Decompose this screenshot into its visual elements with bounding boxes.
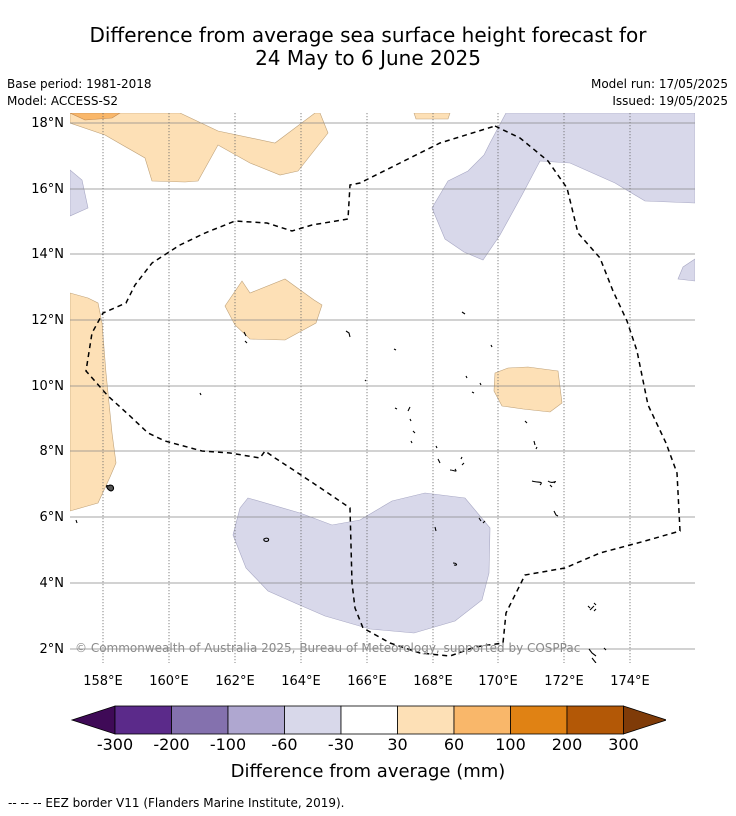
colorbar-segment — [510, 705, 568, 735]
lat-label: 8°N — [39, 444, 65, 459]
lon-label: 168°E — [413, 674, 453, 689]
colorbar-tick-label: 200 — [551, 735, 583, 754]
forecast-map — [70, 113, 695, 663]
anomaly-negative-northeast — [431, 113, 695, 261]
anomaly-positive-center-west — [224, 278, 323, 341]
anomaly-positive-north — [70, 113, 329, 183]
colorbar-tick-label: 300 — [608, 735, 639, 754]
lon-label: 170°E — [478, 674, 518, 689]
base-period: Base period: 1981-2018 — [7, 77, 152, 91]
colorbar-segment — [397, 705, 455, 735]
colorbar-tick-label: 30 — [387, 735, 408, 754]
colorbar-tick-label: -300 — [96, 735, 134, 754]
anomaly-positive-north-strong — [70, 113, 121, 121]
model-run: Model run: 17/05/2025 — [590, 77, 728, 91]
anomaly-positive-top-small — [413, 113, 451, 120]
lat-label: 16°N — [31, 182, 64, 197]
colorbar-segment — [453, 705, 511, 735]
lon-label: 158°E — [83, 674, 123, 689]
lat-label: 18°N — [31, 116, 64, 131]
anomaly-positive-west-edge — [70, 292, 117, 512]
colorbar — [70, 705, 666, 735]
lon-label: 160°E — [149, 674, 189, 689]
anomaly-negative-east-small — [677, 258, 695, 282]
chart-title-line1: Difference from average sea surface heig… — [89, 23, 647, 47]
lat-label: 12°N — [31, 313, 64, 328]
lon-label: 162°E — [215, 674, 255, 689]
eez-footnote: -- -- -- EEZ border V11 (Flanders Marine… — [8, 796, 345, 810]
islands — [75, 311, 607, 663]
colorbar-tick-label: -200 — [153, 735, 190, 754]
colorbar-tick-label: 60 — [443, 735, 465, 754]
issued-date: Issued: 19/05/2025 — [612, 94, 728, 108]
lon-label: 174°E — [610, 674, 650, 689]
colorbar-tick-label: 100 — [495, 735, 526, 754]
colorbar-tick-label: -60 — [271, 735, 298, 754]
lat-label: 2°N — [39, 642, 65, 657]
lat-label: 6°N — [39, 510, 65, 525]
colorbar-tick-label: -100 — [209, 735, 247, 754]
colorbar-extend-max — [623, 705, 666, 735]
lon-label: 164°E — [281, 674, 321, 689]
model-name: Model: ACCESS-S2 — [7, 94, 119, 108]
eez-border — [85, 125, 681, 657]
lon-label: 166°E — [347, 674, 387, 689]
colorbar-extend-min — [70, 705, 116, 735]
colorbar-title: Difference from average (mm) — [230, 761, 506, 782]
lat-label: 4°N — [39, 576, 65, 591]
lon-label: 172°E — [544, 674, 584, 689]
anomaly-negative-west-small — [70, 169, 89, 217]
colorbar-segment — [171, 705, 229, 735]
anomaly-positive-east — [493, 366, 563, 413]
chart-title-line2: 24 May to 6 June 2025 — [255, 46, 481, 70]
lat-label: 10°N — [31, 379, 64, 394]
copyright-notice: © Commonwealth of Australia 2025, Bureau… — [75, 641, 581, 655]
colorbar-segment — [227, 705, 285, 735]
colorbar-segment — [566, 705, 624, 735]
colorbar-segment — [340, 705, 398, 735]
colorbar-segment — [284, 705, 342, 735]
colorbar-segment — [114, 705, 172, 735]
lat-label: 14°N — [31, 247, 64, 262]
colorbar-tick-label: -30 — [327, 735, 355, 754]
anomaly-negative-south — [232, 492, 491, 634]
latitude-lines — [70, 122, 695, 650]
